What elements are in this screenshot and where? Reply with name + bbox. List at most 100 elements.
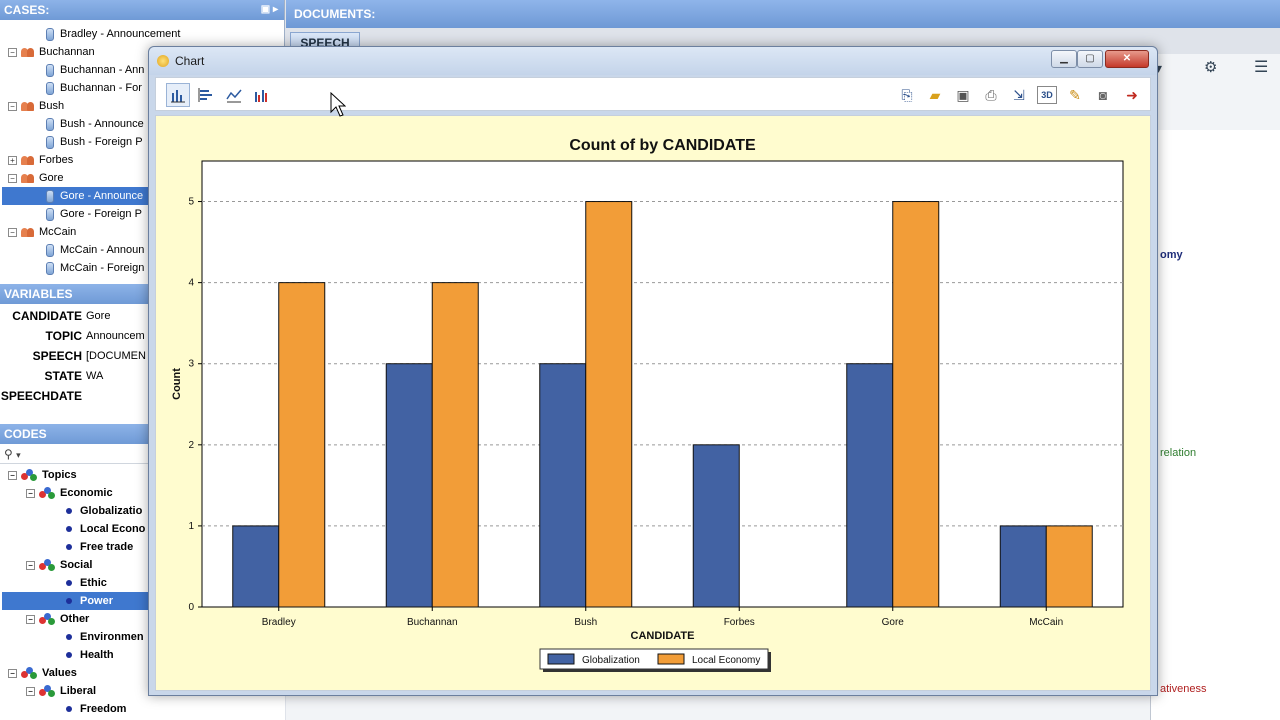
export-icon[interactable]: ⎘: [901, 86, 913, 103]
collapse-icon[interactable]: −: [8, 47, 17, 57]
chart-app-icon: [157, 55, 169, 67]
code-category[interactable]: − Social: [0, 556, 285, 574]
case-person-icon: [46, 243, 54, 257]
code-item[interactable]: Freedom: [0, 700, 285, 718]
case-group[interactable]: + Forbes: [0, 151, 284, 169]
bar-local-economy: [892, 201, 940, 608]
open-folder-icon[interactable]: ▰: [929, 86, 941, 103]
doc-fragment-1: omy: [1160, 249, 1183, 261]
chart-window[interactable]: Chart ▁ ▢ ✕ ⎘ ▰ ▣ ⎙ ⇲ 3D ✎ ◙ ➜ Count of …: [148, 46, 1158, 696]
save-icon[interactable]: ▣: [956, 86, 970, 103]
code-category[interactable]: − Economic: [0, 484, 285, 502]
bar-local-economy: [1045, 525, 1093, 608]
doc-toolbar-icon-1[interactable]: ▾: [1155, 60, 1163, 76]
case-person-icon: [46, 207, 54, 221]
codes-title: CODES: [4, 427, 47, 441]
variable-value: Gore: [86, 310, 111, 322]
settings-icon[interactable]: ⚙: [1204, 59, 1218, 76]
case-group[interactable]: − Gore: [0, 169, 284, 187]
collapse-icon[interactable]: −: [8, 173, 17, 183]
multi-bar-icon[interactable]: [252, 86, 272, 104]
code-bullet-icon: [66, 508, 72, 514]
variables-list: CANDIDATE Gore TOPIC Announcem SPEECH [DOCUME…: [0, 304, 285, 406]
case-item[interactable]: Buchannan - For: [0, 79, 284, 97]
case-person-icon: [46, 117, 54, 131]
documents-title: DOCUMENTS:: [294, 7, 376, 21]
code-bullet-icon: [66, 544, 72, 550]
3d-icon[interactable]: 3D: [1037, 86, 1057, 104]
line-chart-icon[interactable]: [224, 86, 244, 104]
bar-chart-icon[interactable]: [166, 83, 190, 107]
code-item[interactable]: Globalizatio: [0, 502, 285, 520]
case-item[interactable]: Buchannan - Ann: [0, 61, 284, 79]
case-item[interactable]: McCain - Foreign: [0, 259, 284, 277]
codes-search-button[interactable]: ⚲ ▾: [0, 444, 285, 464]
x-tick-label: Bradley: [262, 617, 296, 628]
case-group[interactable]: − Bush: [0, 97, 284, 115]
code-category-icon: [39, 685, 55, 697]
horizontal-bar-glyph: [198, 88, 212, 102]
bar-globalization: [385, 363, 433, 608]
variable-row[interactable]: TOPIC Announcem: [0, 326, 285, 346]
camera-icon[interactable]: ◙: [1098, 87, 1108, 103]
bar-local-economy: [278, 282, 326, 608]
horizontal-bar-icon[interactable]: [196, 86, 216, 104]
collapse-icon[interactable]: −: [26, 614, 35, 624]
variable-row[interactable]: SPEECHDATE: [0, 386, 285, 406]
dropdown-icon: ▾: [16, 450, 21, 460]
case-item[interactable]: Gore - Announce: [2, 187, 148, 205]
people-icon: [21, 46, 35, 58]
code-item[interactable]: Ethic: [0, 574, 285, 592]
case-label: McCain - Announ: [60, 244, 145, 256]
case-item[interactable]: McCain - Announ: [0, 241, 284, 259]
maximize-button[interactable]: ▢: [1077, 50, 1103, 68]
code-item[interactable]: Environmen: [0, 628, 285, 646]
variable-name: SPEECH: [32, 349, 82, 363]
close-button[interactable]: ✕: [1105, 50, 1149, 68]
list-icon[interactable]: ☰: [1254, 59, 1269, 76]
case-group[interactable]: − Buchannan: [0, 43, 284, 61]
collapse-icon[interactable]: −: [8, 668, 17, 678]
collapse-icon[interactable]: −: [26, 560, 35, 570]
code-item[interactable]: Free trade: [0, 538, 285, 556]
case-item[interactable]: Bush - Foreign P: [0, 133, 284, 151]
collapse-icon[interactable]: −: [8, 227, 17, 237]
code-category-icon: [39, 559, 55, 571]
collapse-icon[interactable]: −: [8, 101, 17, 111]
x-tick-label: Gore: [882, 617, 905, 628]
print-icon[interactable]: ⎙: [985, 86, 997, 103]
document-page[interactable]: [1150, 130, 1280, 720]
minimize-button[interactable]: ▁: [1051, 50, 1077, 68]
collapse-icon[interactable]: −: [8, 470, 17, 480]
variable-row[interactable]: SPEECH [DOCUMEN: [0, 346, 285, 366]
collapse-icon[interactable]: −: [26, 488, 35, 498]
chart-title: Count of by CANDIDATE: [569, 137, 756, 154]
code-item[interactable]: Local Econo: [0, 520, 285, 538]
cases-header-buttons[interactable]: ▣ ▸: [260, 4, 278, 15]
code-label: Economic: [60, 487, 113, 499]
code-item[interactable]: Power: [2, 592, 148, 610]
legend-swatch: [547, 653, 575, 665]
code-bullet-icon: [66, 526, 72, 532]
code-item[interactable]: Health: [0, 646, 285, 664]
expand-icon[interactable]: +: [8, 155, 17, 165]
variable-row[interactable]: STATE WA: [0, 366, 285, 386]
case-item[interactable]: Bush - Announce: [0, 115, 284, 133]
code-category[interactable]: − Topics: [0, 466, 285, 484]
exit-icon[interactable]: ➜: [1126, 86, 1138, 103]
code-category[interactable]: − Values: [0, 664, 285, 682]
copy-icon[interactable]: ⇲: [1013, 86, 1025, 103]
code-category[interactable]: − Liberal: [0, 682, 285, 700]
doc-fragment-3: ativeness: [1160, 683, 1207, 695]
doc-fragment-2: relation: [1160, 447, 1197, 459]
case-group[interactable]: − McCain: [0, 223, 284, 241]
code-category[interactable]: − Other: [0, 610, 285, 628]
case-item[interactable]: Gore - Foreign P: [0, 205, 284, 223]
collapse-icon[interactable]: −: [26, 686, 35, 696]
case-item[interactable]: Bradley - Announcement: [0, 25, 284, 43]
variable-row[interactable]: CANDIDATE Gore: [0, 306, 285, 326]
search-icon: ⚲: [4, 447, 13, 461]
y-tick-label: 0: [188, 602, 194, 613]
chart-titlebar[interactable]: Chart ▁ ▢ ✕: [149, 47, 1157, 75]
edit-icon[interactable]: ✎: [1069, 86, 1081, 103]
